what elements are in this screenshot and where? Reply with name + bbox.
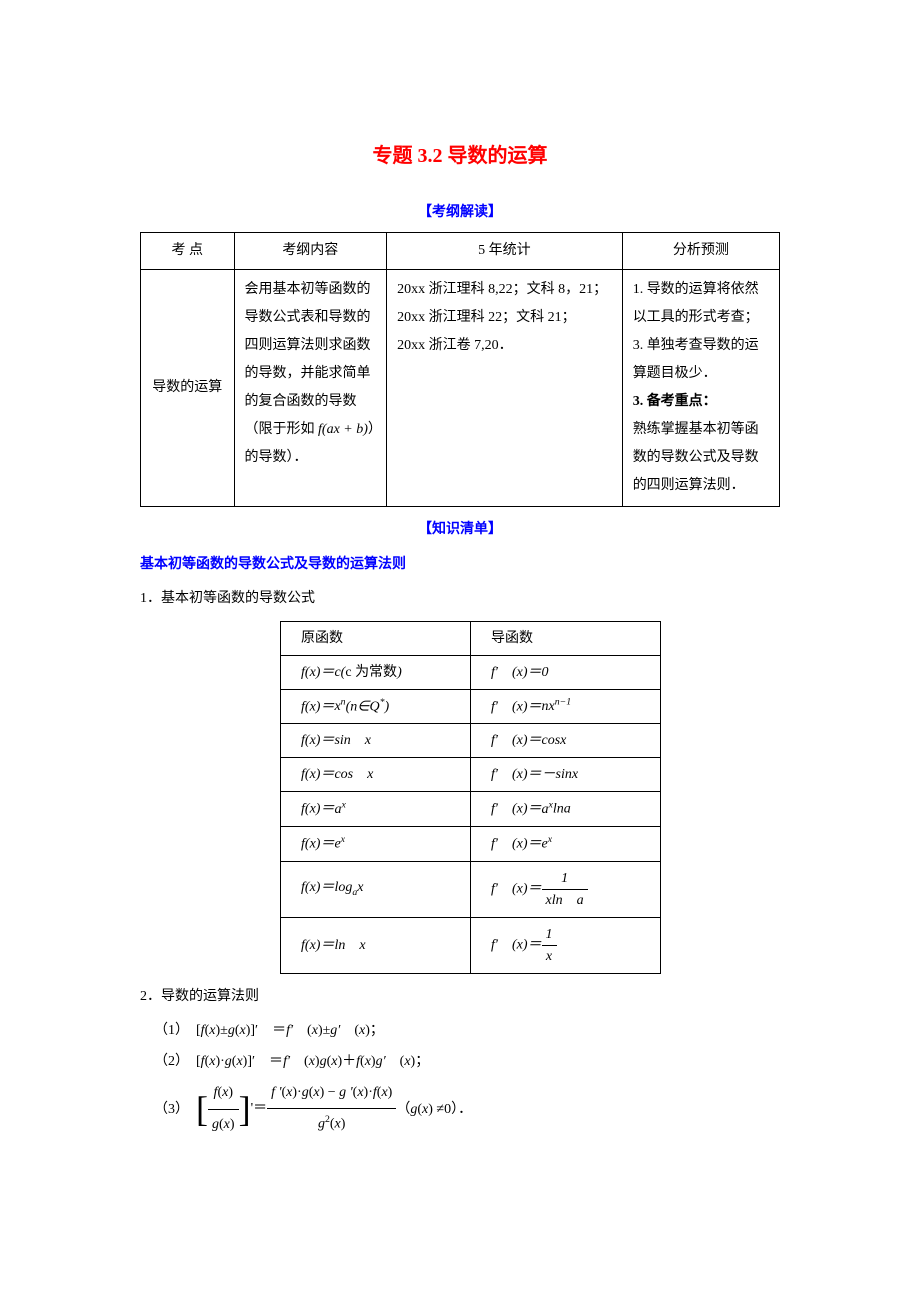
section-exam-outline: 【考纲解读】	[140, 202, 780, 224]
td-original: f(x)＝c(c 为常数)	[281, 655, 471, 689]
td-derivative: f′ (x)＝0	[471, 655, 661, 689]
table-header-row: 考 点 考纲内容 5 年统计 分析预测	[141, 233, 780, 270]
analysis-line: 1. 导数的运算将依然以工具的形式考查；	[633, 276, 769, 332]
table-row: f(x)＝ln xf′ (x)＝1x	[281, 917, 661, 973]
td-original: f(x)＝logax	[281, 861, 471, 917]
rule-list: （1） [f(x)±g(x)]′ ＝f′ (x)±g′ (x)； （2） [f(…	[154, 1016, 780, 1141]
table-row: f(x)＝sin xf′ (x)＝cosx	[281, 724, 661, 758]
th-derivative: 导函数	[471, 621, 661, 655]
page-title: 专题 3.2 导数的运算	[140, 140, 780, 172]
td-original: f(x)＝sin x	[281, 724, 471, 758]
rule-2: （2） [f(x)·g(x)]′ ＝f′ (x)g(x)＋f(x)g′ (x)；	[154, 1047, 780, 1078]
exam-outline-table: 考 点 考纲内容 5 年统计 分析预测 导数的运算 会用基本初等函数的导数公式表…	[140, 232, 780, 507]
analysis-line: 熟练掌握基本初等函数的导数公式及导数的四则运算法则．	[633, 416, 769, 500]
table-row: f(x)＝exf′ (x)＝ex	[281, 826, 661, 861]
th-stats: 5 年统计	[387, 233, 623, 270]
td-topic: 导数的运算	[141, 270, 235, 507]
th-content: 考纲内容	[234, 233, 387, 270]
content-pre: 会用基本初等函数的导数公式表和导数的四则运算法则求函数的导数，并能求简单的复合函…	[245, 282, 371, 437]
stats-line: 20xx 浙江理科 8,22；文科 8，21；	[397, 276, 612, 304]
rule-1: （1） [f(x)±g(x)]′ ＝f′ (x)±g′ (x)；	[154, 1016, 780, 1047]
analysis-line: 3. 备考重点：	[633, 388, 769, 416]
subsection-title: 基本初等函数的导数公式及导数的运算法则	[140, 554, 780, 576]
list2-title: 2．导数的运算法则	[140, 986, 780, 1008]
table-row: f(x)＝axf′ (x)＝axlna	[281, 792, 661, 827]
table-row: f(x)＝logaxf′ (x)＝1xln a	[281, 861, 661, 917]
td-original: f(x)＝xn(n∈Q*)	[281, 689, 471, 724]
td-analysis: 1. 导数的运算将依然以工具的形式考查；3. 单独考查导数的运算题目极少．3. …	[622, 270, 779, 507]
content-formula: f(ax + b)	[318, 422, 368, 437]
section-knowledge-list: 【知识清单】	[140, 519, 780, 541]
td-derivative: f′ (x)＝1xln a	[471, 861, 661, 917]
td-content: 会用基本初等函数的导数公式表和导数的四则运算法则求函数的导数，并能求简单的复合函…	[234, 270, 387, 507]
td-derivative: f′ (x)＝1x	[471, 917, 661, 973]
stats-line: 20xx 浙江理科 22；文科 21；	[397, 304, 612, 332]
rule-3: （3） [f(x)g(x)]'＝f '(x)·g(x) − g '(x)·f(x…	[154, 1078, 780, 1141]
table-header-row: 原函数 导函数	[281, 621, 661, 655]
td-derivative: f′ (x)＝ex	[471, 826, 661, 861]
td-original: f(x)＝ex	[281, 826, 471, 861]
stats-line: 20xx 浙江卷 7,20．	[397, 332, 612, 360]
table-row: 导数的运算 会用基本初等函数的导数公式表和导数的四则运算法则求函数的导数，并能求…	[141, 270, 780, 507]
derivative-formula-table: 原函数 导函数 f(x)＝c(c 为常数)f′ (x)＝0f(x)＝xn(n∈Q…	[280, 621, 661, 974]
td-stats: 20xx 浙江理科 8,22；文科 8，21； 20xx 浙江理科 22；文科 …	[387, 270, 623, 507]
th-topic: 考 点	[141, 233, 235, 270]
td-original: f(x)＝ax	[281, 792, 471, 827]
table-row: f(x)＝cos xf′ (x)＝－sinx	[281, 758, 661, 792]
table-row: f(x)＝c(c 为常数)f′ (x)＝0	[281, 655, 661, 689]
td-derivative: f′ (x)＝－sinx	[471, 758, 661, 792]
analysis-line: 3. 单独考查导数的运算题目极少．	[633, 332, 769, 388]
th-analysis: 分析预测	[622, 233, 779, 270]
td-original: f(x)＝ln x	[281, 917, 471, 973]
td-original: f(x)＝cos x	[281, 758, 471, 792]
th-original: 原函数	[281, 621, 471, 655]
td-derivative: f′ (x)＝axlna	[471, 792, 661, 827]
list1-title: 1．基本初等函数的导数公式	[140, 588, 780, 610]
table-row: f(x)＝xn(n∈Q*)f′ (x)＝nxn−1	[281, 689, 661, 724]
td-derivative: f′ (x)＝cosx	[471, 724, 661, 758]
td-derivative: f′ (x)＝nxn−1	[471, 689, 661, 724]
